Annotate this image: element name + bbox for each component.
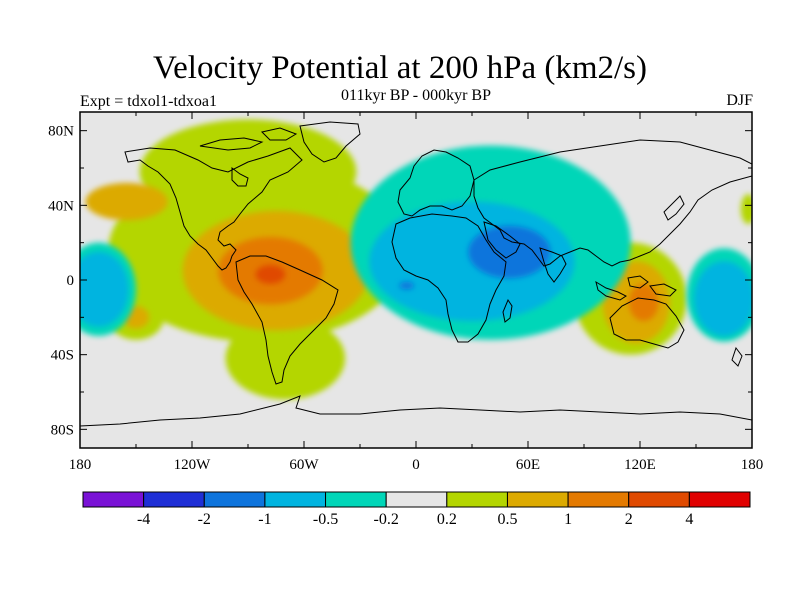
colorbar-swatch <box>628 491 690 508</box>
map-title: Velocity Potential at 200 hPa (km2/s) <box>152 50 648 86</box>
colorbar-label: 4 <box>685 511 693 528</box>
coastline-canadian-arctic <box>199 127 298 151</box>
lon-tick-label: 120E <box>624 457 656 473</box>
lon-tick-label: 180 <box>69 457 92 473</box>
coastline-australia <box>609 297 685 349</box>
velocity-potential-field <box>80 119 752 400</box>
colorbar-swatch <box>264 491 327 508</box>
field-region-tropical-atlantic <box>399 281 415 290</box>
field-region-maritime-continent <box>628 283 659 322</box>
colorbar-label: 0.2 <box>437 511 457 528</box>
colorbar-label: 2 <box>625 511 633 528</box>
contour-level--2--1 <box>399 225 551 290</box>
lon-tick-label: 120W <box>174 457 212 473</box>
coastline-arabia <box>483 221 521 259</box>
lat-tick-label: 80S <box>51 422 74 438</box>
colorbar-label: -0.2 <box>374 511 399 528</box>
coastline-hudson-bay <box>231 167 249 187</box>
colorbar-swatch <box>506 491 569 508</box>
experiment-label: Expt = tdxol1-tdxoa1 <box>80 93 218 110</box>
colorbar-swatch <box>82 491 145 508</box>
field-region-west-pacific <box>694 261 752 336</box>
colorbar-label: -1 <box>258 511 271 528</box>
coastline-indonesia <box>595 275 677 301</box>
coastline-antarctica <box>80 395 752 427</box>
field-region-north-pacific-east <box>85 182 168 221</box>
colorbar-label: -2 <box>198 511 211 528</box>
colorbar-swatch <box>325 491 387 508</box>
coastline-north-america <box>124 147 303 271</box>
field-region-north-pacific <box>80 252 129 327</box>
colorbar-label: -0.5 <box>313 511 338 528</box>
field-region-arabia-horn <box>468 225 551 279</box>
colorbar-swatch <box>143 491 205 508</box>
season-label: DJF <box>726 92 753 109</box>
colorbar-label: -4 <box>137 511 150 528</box>
colorbar-swatch <box>567 491 630 508</box>
colorbar-swatch <box>688 491 751 508</box>
map-plot-area: 80N 40N 0 40S 80S 180 120W 60W 0 60E 120E 180 <box>48 111 763 473</box>
colorbar: -4 -2 -1 -0.5 -0.2 0.2 0.5 1 2 4 <box>82 491 751 528</box>
coastline-india <box>539 247 567 283</box>
field-region-amazon <box>255 265 286 284</box>
coastline-greenland <box>299 121 361 163</box>
colorbar-swatch <box>385 491 448 508</box>
field-region-north-america-north <box>139 119 357 224</box>
coastline-asia <box>473 139 752 267</box>
coastline-africa <box>391 213 507 343</box>
colorbar-label: 1 <box>564 511 572 528</box>
coastline-madagascar <box>502 298 513 323</box>
coastline-south-america <box>235 255 339 385</box>
field-region-east-pacific-edge <box>740 194 752 224</box>
field-region-south-america-south <box>225 317 346 400</box>
lon-tick-label: 60W <box>289 457 319 473</box>
map-axes: 80N 40N 0 40S 80S 180 120W 60W 0 60E 120E 180 <box>48 112 763 473</box>
lon-tick-label: 60E <box>516 457 540 473</box>
colorbar-swatch <box>203 491 266 508</box>
coastlines <box>80 121 752 427</box>
map-subtitle: 011kyr BP - 000kyr BP <box>341 87 491 104</box>
colorbar-swatch <box>446 491 508 508</box>
coastline-japan <box>663 195 685 221</box>
lat-tick-label: 80N <box>48 124 74 140</box>
lat-tick-label: 40N <box>48 198 74 214</box>
lon-tick-label: 180 <box>741 457 764 473</box>
lat-tick-label: 0 <box>67 273 75 289</box>
contour-level-2-4 <box>255 265 286 284</box>
colorbar-label: 0.5 <box>497 511 517 528</box>
lat-tick-label: 40S <box>51 348 74 364</box>
lon-tick-label: 0 <box>412 457 420 473</box>
coastline-new-zealand <box>731 346 743 367</box>
coastline-europe <box>397 149 475 217</box>
